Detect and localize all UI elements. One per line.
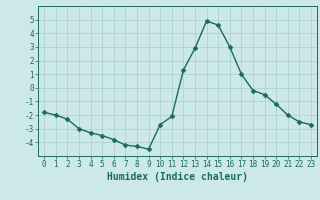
X-axis label: Humidex (Indice chaleur): Humidex (Indice chaleur) (107, 172, 248, 182)
